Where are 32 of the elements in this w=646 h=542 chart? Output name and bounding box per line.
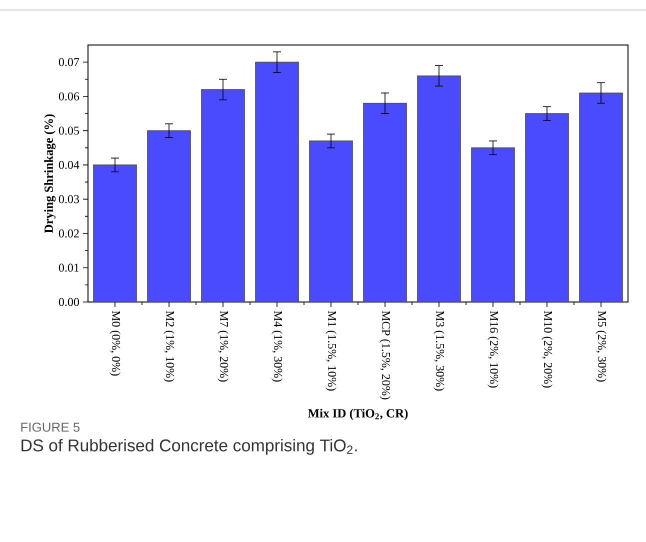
- y-axis-title: Drying Shrinkage (%): [44, 114, 56, 234]
- bar: [256, 62, 298, 302]
- caption: FIGURE 5: [21, 422, 80, 432]
- x-tick-label: MCP (1.5%, 20%): [380, 310, 390, 400]
- x-tick-label: M7 (1%, 20%): [218, 310, 228, 382]
- x-tick-label: M5 (2%, 30%): [596, 310, 606, 382]
- y-tick-label: 0.00: [58, 298, 80, 306]
- bar: [526, 114, 568, 302]
- y-tick-label: 0.04: [58, 160, 80, 170]
- x-tick-label: M0 (0%, 0%): [110, 310, 120, 376]
- x-tick-label: M2 (1%, 10%): [164, 310, 174, 382]
- x-tick-label: M1 (1.5%, 10%): [326, 310, 336, 391]
- y-tick-label: 0.07: [58, 58, 80, 66]
- x-tick-label: M3 (1.5%, 30%): [434, 310, 444, 391]
- bar: [418, 76, 460, 302]
- x-tick-label: M10 (2%, 20%): [542, 310, 552, 388]
- bar: [364, 103, 406, 302]
- bar: [471, 148, 514, 302]
- x-axis-title: Mix ID (TiO$_{2}$, CR): [308, 408, 408, 420]
- text: DS of Rubberised Concrete comprising TiO$_{2}$.: [22, 438, 357, 455]
- bar: [94, 164, 136, 302]
- y-tick-label: 0.01: [58, 264, 79, 272]
- bar: [148, 130, 190, 302]
- bar: [310, 140, 352, 302]
- bar: [579, 92, 623, 302]
- y-tick-label: 0.06: [58, 92, 80, 100]
- y-tick-label: 0.02: [58, 229, 79, 238]
- x-tick-label: M16 (2%, 10%): [488, 310, 498, 388]
- x-tick-label: M4 (1%, 30%): [272, 310, 282, 382]
- y-tick-label: 0.05: [58, 126, 80, 135]
- y-tick-label: 0.03: [58, 195, 80, 204]
- bar: [202, 90, 244, 302]
